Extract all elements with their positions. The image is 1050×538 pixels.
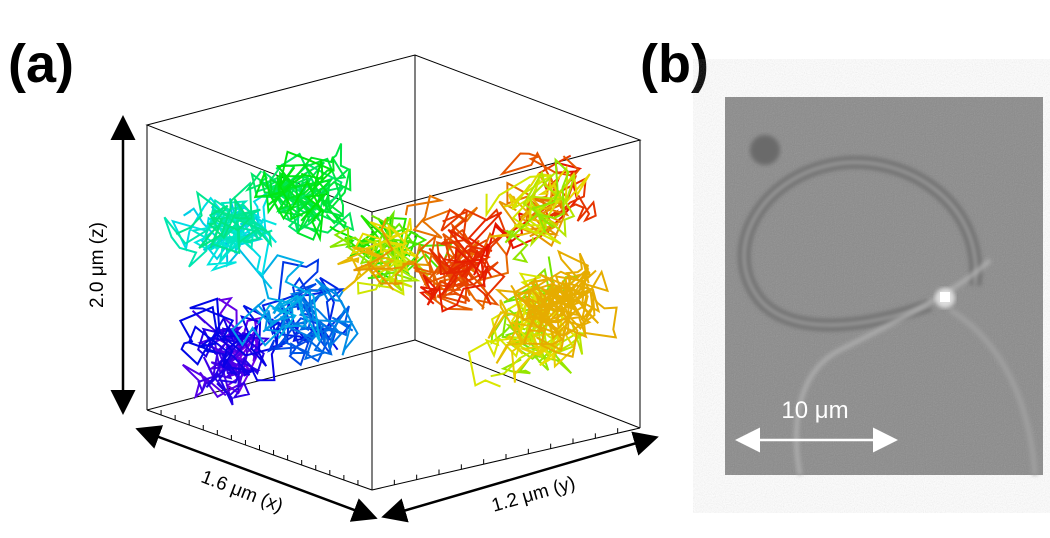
trajectory-segment xyxy=(437,221,480,305)
trajectory-segment xyxy=(440,208,512,275)
panel-label: (a) xyxy=(8,34,74,94)
trajectory-segment xyxy=(503,157,570,264)
trajectory-segment xyxy=(510,292,578,367)
trajectory-segment xyxy=(278,150,335,243)
scale-bar-label: 10 μm xyxy=(781,397,848,424)
trajectory-segment xyxy=(350,217,420,259)
trajectory-segment xyxy=(213,200,254,255)
trajectory-segment xyxy=(178,297,235,366)
panel-label: (b) xyxy=(640,34,709,94)
trajectory-segment xyxy=(467,272,550,388)
trajectory-segment xyxy=(198,181,253,249)
trajectory-segment xyxy=(540,273,592,327)
trajectory-segment xyxy=(269,156,335,214)
trajectory-segment xyxy=(487,299,541,364)
trajectory-segment xyxy=(261,276,353,345)
y-label: 1.2 μm (y) xyxy=(489,473,577,517)
y-arrow xyxy=(381,431,659,523)
trajectory-segment xyxy=(267,258,346,353)
trajectory-segment xyxy=(353,218,431,291)
micrograph xyxy=(725,97,1043,476)
trajectory-segment xyxy=(504,326,576,383)
trajectory-segment xyxy=(419,246,489,313)
trajectory-segment xyxy=(253,278,359,356)
box-ticks xyxy=(160,410,619,485)
trajectory xyxy=(163,143,618,406)
trajectory-segment xyxy=(541,249,610,324)
trajectory-segment xyxy=(213,315,283,382)
z-label: 2.0 μm (z) xyxy=(87,222,108,308)
trajectory-segment xyxy=(193,207,277,272)
trajectory-segment xyxy=(438,211,503,296)
trajectory-segment xyxy=(257,254,321,342)
trajectory-segment xyxy=(337,246,395,292)
x-label: 1.6 μm (x) xyxy=(198,467,286,517)
x-arrow xyxy=(135,425,378,522)
